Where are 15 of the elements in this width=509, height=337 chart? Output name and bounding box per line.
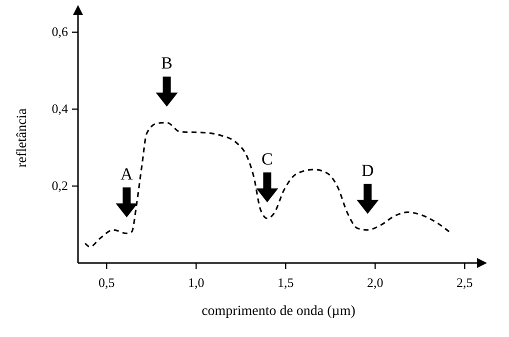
annotation: C [262, 149, 273, 168]
y-axis-title: refletância [15, 108, 30, 168]
x-tick-label: 1,5 [278, 275, 294, 290]
annotation: B [161, 54, 172, 73]
annotation: A [120, 164, 134, 184]
x-tick-label: 2,5 [456, 275, 473, 290]
x-axis-title: comprimento de onda (µm) [202, 304, 356, 319]
y-tick-label: 0,4 [52, 101, 68, 116]
y-tick-label: 0,6 [52, 24, 68, 40]
x-tick-label: 1,0 [188, 275, 204, 290]
x-tick-label: 2,0 [367, 275, 384, 290]
annotation: D [362, 160, 374, 180]
line-series [84, 122, 452, 248]
y-tick-label: 0,2 [52, 178, 68, 194]
x-tick-label: 0,5 [98, 275, 115, 290]
